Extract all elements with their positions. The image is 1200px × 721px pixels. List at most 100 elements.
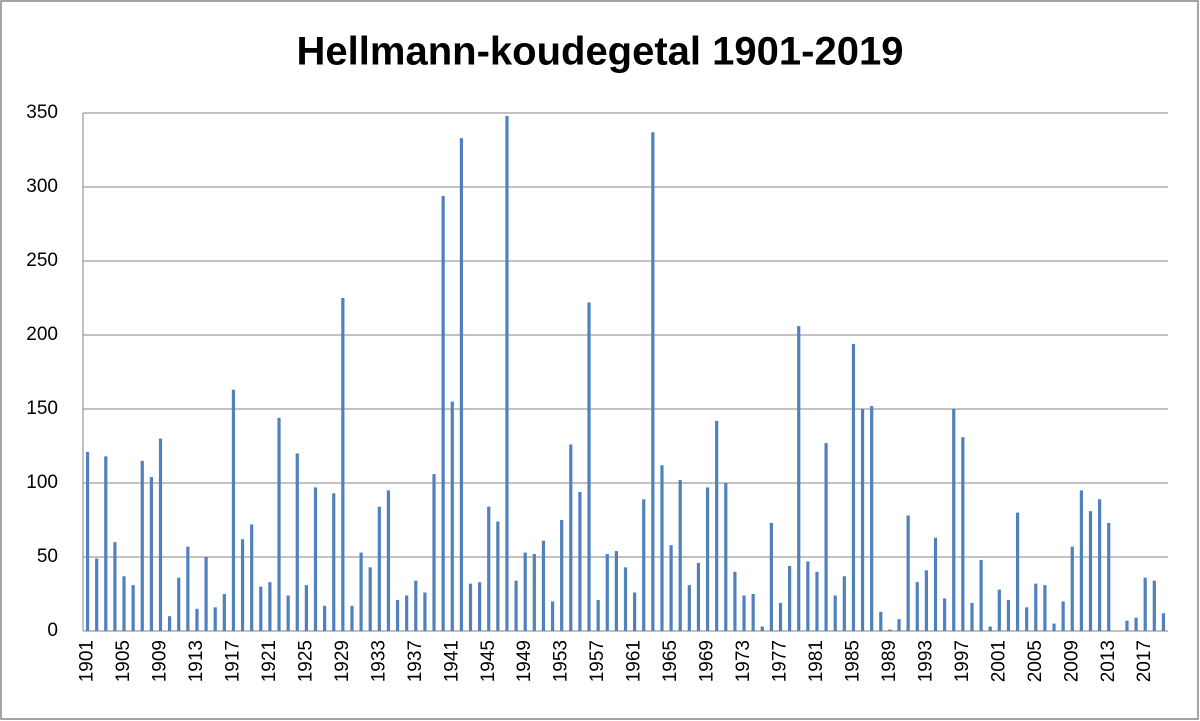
bar	[870, 406, 874, 631]
bar	[204, 557, 208, 631]
y-tick-label: 50	[37, 546, 58, 567]
bar	[769, 522, 773, 631]
bar	[879, 611, 883, 631]
bar	[705, 487, 710, 631]
bar	[642, 499, 646, 631]
bar	[541, 540, 546, 631]
bar	[587, 302, 591, 631]
bar	[240, 539, 245, 631]
bar	[696, 562, 701, 631]
x-tick-label: 1937	[405, 640, 426, 682]
bar	[1034, 583, 1038, 631]
bar	[313, 487, 318, 631]
bar	[222, 594, 226, 631]
bar	[277, 417, 281, 631]
bar	[140, 460, 144, 631]
x-tick-label: 1965	[660, 640, 681, 682]
x-tick-label: 1905	[113, 640, 134, 682]
bar	[569, 444, 573, 631]
bar	[988, 626, 992, 631]
bar	[660, 465, 664, 631]
bar	[432, 474, 436, 631]
x-tick-label: 1925	[295, 640, 316, 682]
bar	[295, 453, 299, 631]
bar	[323, 605, 327, 631]
bar	[113, 542, 117, 631]
bar	[797, 326, 801, 631]
x-tick-label: 2001	[988, 640, 1009, 682]
y-tick-label: 200	[26, 324, 58, 345]
bar	[851, 343, 856, 631]
bar	[751, 594, 755, 631]
x-tick-label: 1977	[770, 640, 791, 682]
bar	[596, 599, 600, 631]
bar	[1015, 512, 1020, 631]
x-tick-label: 1929	[332, 640, 353, 682]
x-tick-label: 1949	[514, 640, 535, 682]
x-tick-label: 1917	[222, 640, 243, 682]
bar	[961, 437, 965, 631]
bar	[85, 451, 90, 631]
bar	[532, 554, 536, 631]
bar	[122, 576, 126, 631]
x-tick-label: 1973	[733, 640, 754, 682]
bar	[715, 420, 719, 631]
y-tick-label: 250	[26, 250, 58, 271]
bar	[350, 605, 354, 631]
bar	[1052, 623, 1056, 631]
x-tick-label: 1957	[587, 640, 608, 682]
x-tick-label: 1909	[150, 640, 171, 682]
bar	[496, 521, 500, 631]
bar	[359, 552, 363, 631]
x-tick-label: 1969	[697, 640, 718, 682]
bar	[760, 626, 764, 631]
bar	[1161, 613, 1166, 631]
bar	[423, 592, 427, 631]
bar	[168, 616, 172, 631]
bar	[550, 601, 555, 631]
bar	[906, 515, 910, 631]
bar	[149, 477, 153, 631]
x-tick-label: 1953	[551, 640, 572, 682]
x-tick-label: 1901	[77, 640, 98, 682]
bar	[733, 571, 737, 631]
bar	[897, 619, 901, 631]
bar	[1134, 617, 1138, 631]
bar	[924, 570, 928, 631]
bar	[815, 571, 819, 631]
bar	[286, 595, 290, 631]
x-tick-label: 1941	[441, 640, 462, 682]
bar	[368, 567, 372, 631]
bar	[341, 298, 345, 631]
bar	[952, 409, 956, 631]
bar	[250, 524, 254, 631]
bar	[131, 585, 135, 631]
bar	[651, 132, 655, 632]
bar	[614, 551, 618, 631]
bar	[669, 545, 673, 631]
bar	[487, 506, 491, 631]
bar	[943, 598, 947, 631]
bar	[578, 491, 582, 631]
bar	[888, 629, 892, 631]
bar	[979, 559, 983, 631]
bar	[970, 602, 974, 631]
bar	[213, 607, 217, 631]
bar	[158, 438, 163, 631]
bar	[1107, 522, 1111, 631]
bar	[842, 576, 846, 631]
bar	[1125, 620, 1129, 631]
bar	[523, 552, 527, 631]
bar	[95, 558, 99, 631]
bar	[195, 608, 199, 631]
x-tick-label: 1945	[478, 640, 499, 682]
x-tick-label: 2009	[1061, 640, 1082, 682]
bar	[414, 580, 418, 631]
x-tick-label: 1961	[624, 640, 645, 682]
bar	[560, 520, 564, 631]
bar	[633, 592, 637, 631]
bar	[687, 585, 691, 631]
bar	[231, 389, 236, 631]
x-tick-label: 1921	[259, 640, 280, 682]
